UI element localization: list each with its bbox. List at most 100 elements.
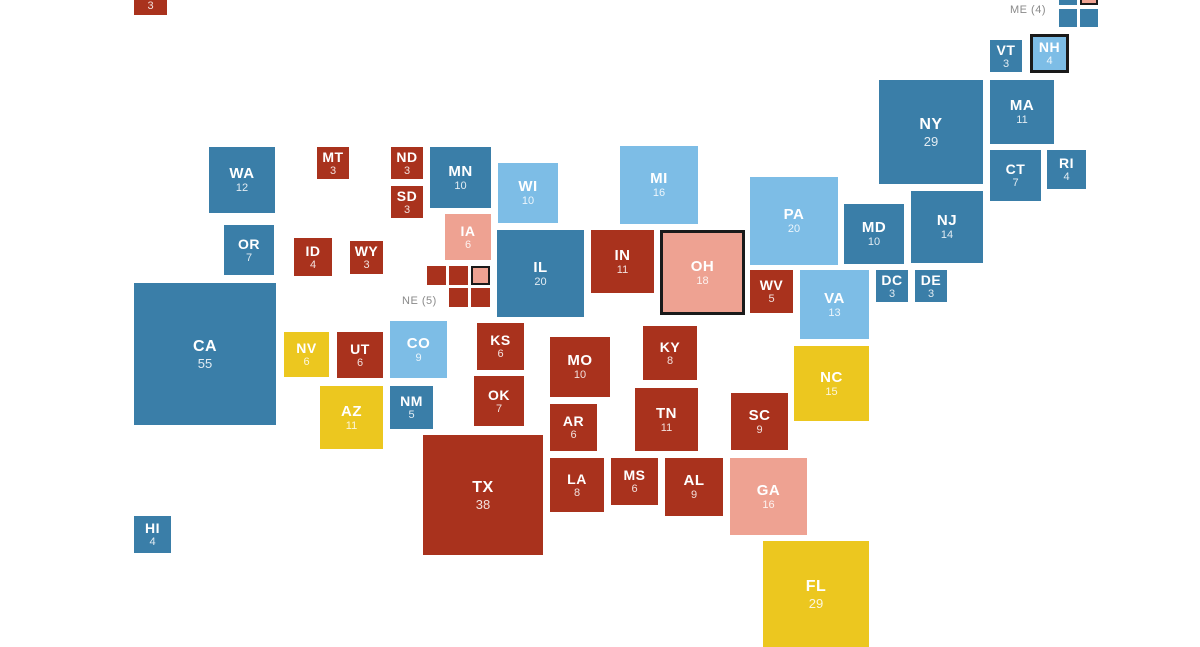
state-wy[interactable]: WY 3	[350, 241, 383, 274]
electoral-votes: 8	[573, 486, 581, 499]
state-abbr: NM	[400, 393, 423, 409]
electoral-votes: 6	[303, 356, 310, 368]
electoral-votes: 6	[464, 238, 472, 251]
state-al[interactable]: AL 9	[665, 458, 723, 516]
electoral-votes: 11	[616, 263, 629, 276]
state-ar[interactable]: AR 6	[550, 404, 597, 451]
state-abbr: OR	[238, 235, 260, 252]
state-abbr: OK	[488, 386, 510, 403]
state-ca[interactable]: CA 55	[134, 283, 276, 425]
state-abbr: DC	[881, 271, 903, 288]
electoral-votes: 6	[497, 348, 504, 360]
state-la[interactable]: LA 8	[550, 458, 604, 512]
state-ia[interactable]: IA 6	[445, 214, 491, 260]
ne-district-block[interactable]	[449, 266, 468, 285]
state-tn[interactable]: TN 11	[635, 388, 698, 451]
state-abbr: CA	[192, 337, 218, 355]
electoral-votes: 12	[235, 182, 249, 194]
state-mn[interactable]: MN 10	[430, 147, 491, 208]
state-abbr: AR	[562, 413, 585, 429]
state-ny[interactable]: NY 29	[879, 80, 983, 184]
state-abbr: SC	[748, 406, 771, 424]
state-nv[interactable]: NV 6	[284, 332, 329, 377]
state-ky[interactable]: KY 8	[643, 326, 697, 380]
electoral-votes: 6	[631, 483, 638, 495]
state-sd[interactable]: SD 3	[391, 186, 423, 218]
state-nh[interactable]: NH 4	[1030, 34, 1069, 73]
electoral-votes: 10	[454, 179, 467, 192]
ne-district-block[interactable]	[471, 266, 490, 285]
state-oh[interactable]: OH 18	[660, 230, 745, 315]
state-pa[interactable]: PA 20	[750, 177, 838, 265]
state-abbr: PA	[783, 206, 805, 223]
state-abbr: GA	[756, 481, 781, 499]
state-ut[interactable]: UT 6	[337, 332, 383, 378]
state-ms[interactable]: MS 6	[611, 458, 658, 505]
ne-district-block[interactable]	[427, 266, 446, 285]
electoral-votes: 3	[888, 287, 896, 300]
state-nm[interactable]: NM 5	[390, 386, 433, 429]
me-district-label: ME (4)	[1010, 4, 1046, 16]
state-dc[interactable]: DC 3	[876, 270, 908, 302]
state-abbr: UT	[350, 340, 370, 357]
state-vt[interactable]: VT 3	[990, 40, 1022, 72]
state-wa[interactable]: WA 12	[209, 147, 275, 213]
state-nc[interactable]: NC 15	[794, 346, 869, 421]
state-mi[interactable]: MI 16	[620, 146, 698, 224]
state-abbr: VA	[824, 289, 845, 307]
electoral-votes: 10	[867, 236, 881, 248]
state-hi[interactable]: HI 4	[134, 516, 171, 553]
state-mo[interactable]: MO 10	[550, 337, 610, 397]
state-ma[interactable]: MA 11	[990, 80, 1054, 144]
state-va[interactable]: VA 13	[800, 270, 869, 339]
state-abbr: TN	[656, 404, 677, 422]
ne-district-block[interactable]	[471, 288, 490, 307]
state-abbr: KS	[490, 332, 511, 348]
state-ct[interactable]: CT 7	[990, 150, 1041, 201]
me-district-block[interactable]	[1059, 9, 1077, 27]
state-or[interactable]: OR 7	[224, 225, 274, 275]
electoral-votes: 20	[787, 223, 801, 235]
state-ak[interactable]: AK3	[134, 0, 167, 15]
electoral-votes: 3	[403, 203, 411, 216]
electoral-votes: 15	[825, 385, 838, 398]
electoral-votes: 14	[940, 229, 954, 241]
electoral-votes: 29	[808, 595, 824, 611]
state-mt[interactable]: MT 3	[317, 147, 349, 179]
electoral-votes: 38	[475, 496, 491, 512]
state-ri[interactable]: RI 4	[1047, 150, 1086, 189]
electoral-votes: 8	[666, 354, 674, 367]
state-nd[interactable]: ND 3	[391, 147, 423, 179]
state-abbr: SD	[396, 187, 418, 204]
state-fl[interactable]: FL 29	[763, 541, 869, 647]
ne-district-block[interactable]	[449, 288, 468, 307]
state-in[interactable]: IN 11	[591, 230, 654, 293]
state-sc[interactable]: SC 9	[731, 393, 788, 450]
state-ga[interactable]: GA 16	[730, 458, 807, 535]
electoral-votes: 4	[1046, 55, 1053, 67]
electoral-votes: 3	[927, 287, 935, 300]
me-district-block[interactable]	[1080, 9, 1098, 27]
me-district-block[interactable]	[1059, 0, 1077, 5]
state-nj[interactable]: NJ 14	[911, 191, 983, 263]
state-md[interactable]: MD 10	[844, 204, 904, 264]
state-ok[interactable]: OK 7	[474, 376, 524, 426]
electoral-votes: 9	[690, 489, 698, 501]
me-district-block[interactable]	[1080, 0, 1098, 5]
state-tx[interactable]: TX 38	[423, 435, 543, 555]
state-az[interactable]: AZ 11	[320, 386, 383, 449]
state-de[interactable]: DE 3	[915, 270, 947, 302]
state-ks[interactable]: KS 6	[477, 323, 524, 370]
state-abbr: TX	[472, 478, 494, 496]
state-abbr: CO	[406, 334, 431, 352]
state-abbr: NY	[919, 115, 943, 133]
state-co[interactable]: CO 9	[390, 321, 447, 378]
state-il[interactable]: IL 20	[497, 230, 584, 317]
state-abbr: RI	[1059, 155, 1074, 171]
state-id[interactable]: ID 4	[294, 238, 332, 276]
electoral-votes: 3	[1002, 57, 1010, 70]
state-wv[interactable]: WV 5	[750, 270, 793, 313]
ne-district-label: NE (5)	[402, 295, 437, 307]
state-wi[interactable]: WI 10	[498, 163, 558, 223]
electoral-votes: 10	[573, 369, 587, 381]
